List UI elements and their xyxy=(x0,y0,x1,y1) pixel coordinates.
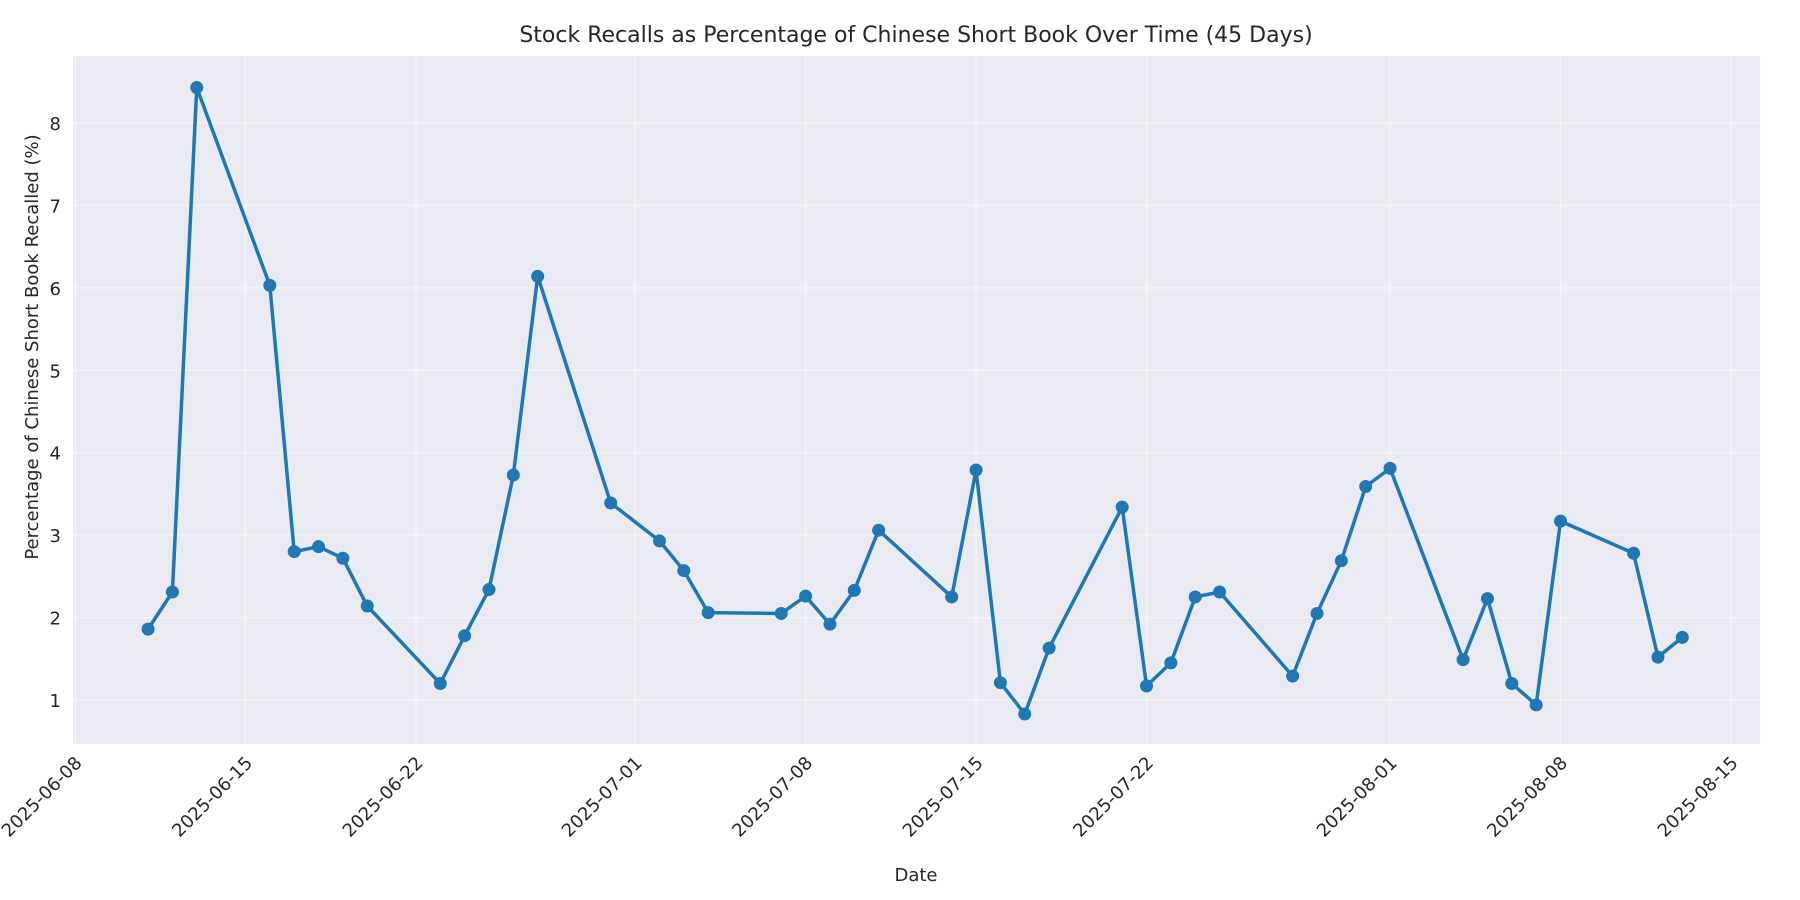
data-point-marker xyxy=(312,540,326,554)
data-point-marker xyxy=(1115,500,1129,514)
data-point-marker xyxy=(1140,679,1154,693)
data-point-marker xyxy=(701,606,715,620)
y-tick-label: 8 xyxy=(50,114,61,135)
y-tick-label: 5 xyxy=(50,361,61,382)
data-point-marker xyxy=(847,583,861,597)
data-point-marker xyxy=(263,278,277,292)
data-point-marker xyxy=(1359,480,1373,494)
plot-area xyxy=(73,56,1760,744)
data-point-marker xyxy=(531,269,545,283)
data-point-marker xyxy=(1480,592,1494,606)
y-tick-label: 6 xyxy=(50,279,61,300)
data-point-marker xyxy=(872,523,886,537)
data-point-marker xyxy=(1334,554,1348,568)
data-point-marker xyxy=(190,81,204,95)
data-point-marker xyxy=(458,629,472,643)
data-point-marker xyxy=(1505,677,1519,691)
data-point-marker xyxy=(677,564,691,578)
data-point-marker xyxy=(1164,656,1178,670)
data-point-marker xyxy=(1310,606,1324,620)
chart-title: Stock Recalls as Percentage of Chinese S… xyxy=(519,23,1312,48)
x-axis-label: Date xyxy=(894,865,937,886)
grid-lines xyxy=(73,56,1760,744)
data-point-marker xyxy=(1627,546,1641,560)
y-tick-label: 2 xyxy=(50,609,61,630)
data-point-marker xyxy=(360,599,374,613)
data-point-marker xyxy=(1213,585,1227,599)
data-point-marker xyxy=(1188,590,1202,604)
data-point-marker xyxy=(1383,461,1397,475)
data-point-marker xyxy=(141,622,155,636)
data-point-marker xyxy=(993,676,1007,690)
data-point-marker xyxy=(1042,641,1056,655)
data-point-marker xyxy=(433,677,447,691)
data-point-marker xyxy=(1456,653,1470,667)
data-point-marker xyxy=(799,589,813,603)
data-point-marker xyxy=(336,551,350,565)
data-point-marker xyxy=(1286,669,1300,683)
data-point-marker xyxy=(482,583,496,597)
data-point-marker xyxy=(1675,630,1689,644)
data-point-marker xyxy=(1018,707,1032,721)
data-point-marker xyxy=(1554,514,1568,528)
y-axis-label: Percentage of Chinese Short Book Recalle… xyxy=(22,134,43,559)
data-point-marker xyxy=(1651,650,1665,664)
data-point-marker xyxy=(506,468,520,482)
data-point-marker xyxy=(969,463,983,477)
data-point-marker xyxy=(823,617,837,631)
y-axis-ticks: 1 2 3 4 5 6 7 8 xyxy=(50,114,61,712)
data-point-marker xyxy=(652,534,666,548)
data-point-marker xyxy=(774,606,788,620)
y-tick-label: 1 xyxy=(50,691,61,712)
data-point-marker xyxy=(945,590,959,604)
data-point-marker xyxy=(165,585,179,599)
data-series xyxy=(141,81,1689,721)
data-point-marker xyxy=(604,496,618,510)
y-tick-label: 7 xyxy=(50,196,61,217)
data-point-marker xyxy=(1529,698,1543,712)
y-tick-label: 3 xyxy=(50,526,61,547)
y-tick-label: 4 xyxy=(50,444,61,465)
data-point-marker xyxy=(287,545,301,559)
